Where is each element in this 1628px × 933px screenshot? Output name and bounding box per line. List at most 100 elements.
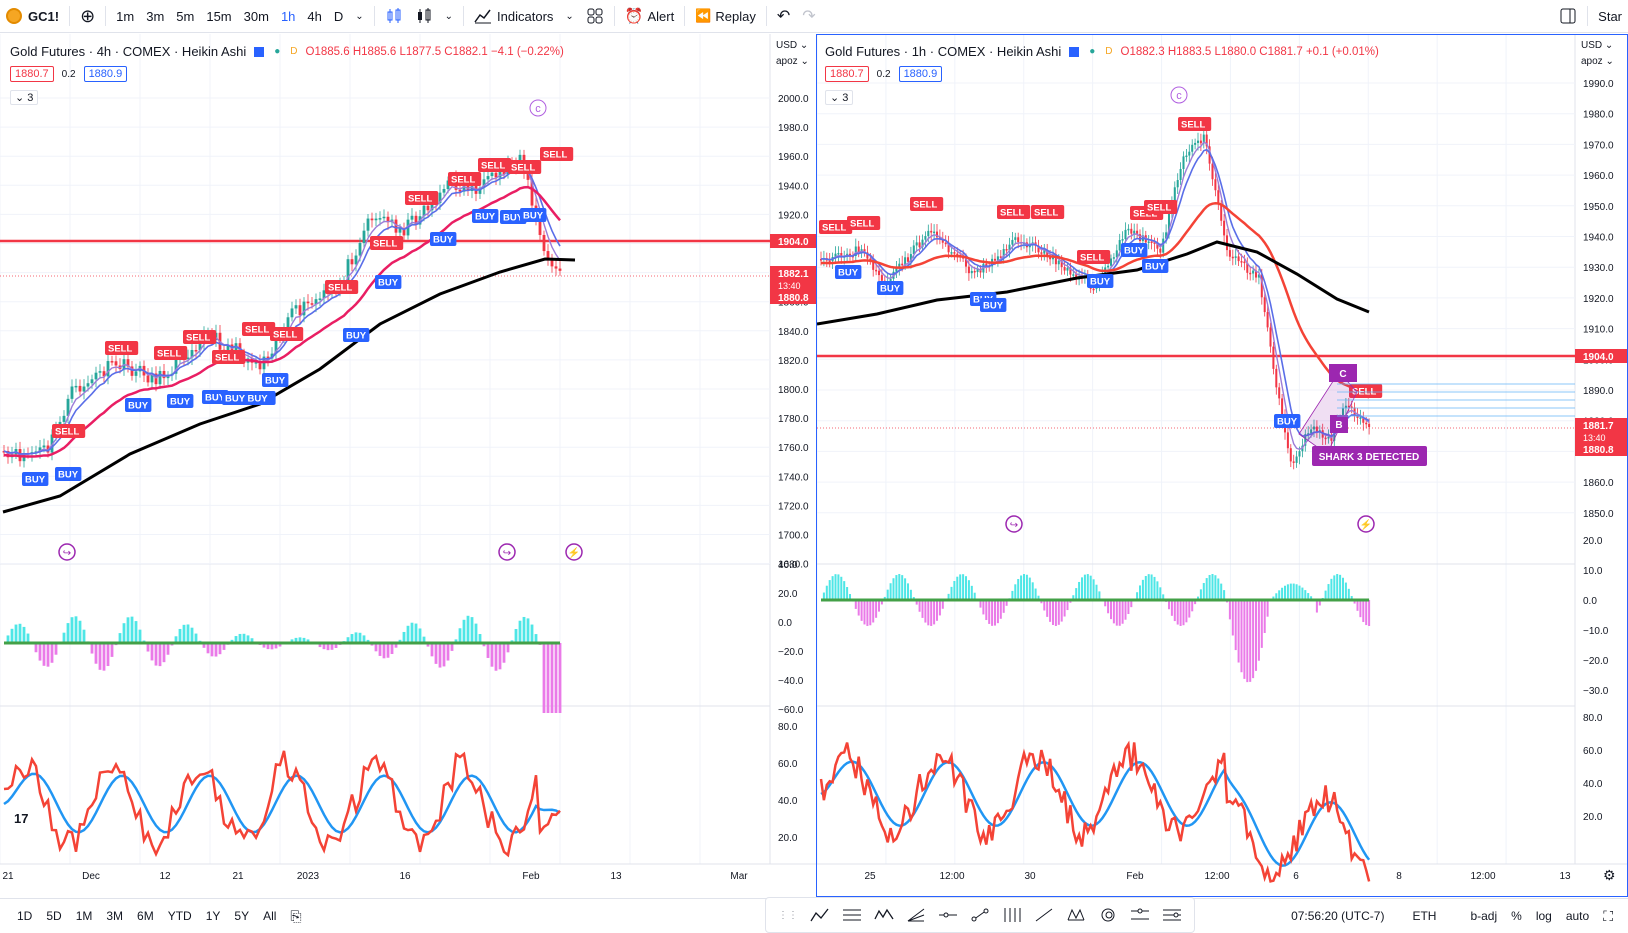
- xabcd-pattern-icon[interactable]: [1063, 902, 1089, 928]
- range-3m[interactable]: 3M: [106, 909, 124, 923]
- right-spread: 0.2: [876, 68, 891, 80]
- oscillator-tick-label: −10.0: [1583, 626, 1609, 637]
- alert-button[interactable]: ⏰ Alert: [619, 0, 680, 33]
- regression-icon[interactable]: [1159, 902, 1185, 928]
- session-toggle[interactable]: ETH: [1412, 909, 1437, 923]
- right-ask[interactable]: 1880.9: [898, 66, 943, 82]
- log-toggle[interactable]: log: [1535, 909, 1552, 923]
- candle-type-icon[interactable]: [379, 0, 409, 33]
- horizontal-lines-icon[interactable]: [839, 902, 865, 928]
- layout-panels-icon[interactable]: [1553, 0, 1583, 33]
- candle-body: [1292, 461, 1295, 463]
- chart-type-chevron-icon[interactable]: ⌄: [444, 10, 454, 22]
- buy-signal-tag: [222, 391, 276, 405]
- layouts-grid-icon[interactable]: [580, 0, 610, 33]
- oscillator-tick-label: −60.0: [778, 705, 804, 716]
- right-chart-canvas[interactable]: USD ⌄ apoz ⌄ 1990.0 1980.0 1970.0 1960.0 1950.…: [817, 34, 1628, 898]
- left-bid[interactable]: 1880.7: [10, 66, 54, 82]
- interval-1h[interactable]: 1h: [280, 8, 296, 24]
- interval-30m[interactable]: 30m: [243, 8, 269, 24]
- long-term-ma-line: [2, 257, 576, 514]
- candle-body: [1118, 240, 1121, 251]
- indicators-button[interactable]: Indicators: [468, 0, 559, 33]
- range-1y[interactable]: 1Y: [205, 909, 221, 923]
- drag-handle-icon[interactable]: ⋮⋮: [778, 909, 798, 921]
- fib-channel-icon[interactable]: [999, 902, 1025, 928]
- right-indicator-collapse-button[interactable]: ⌄ 3: [825, 90, 854, 105]
- price-tick-label: 1940.0: [1583, 233, 1614, 244]
- parallel-channel-icon[interactable]: [1127, 902, 1153, 928]
- candle-body: [927, 230, 930, 237]
- candle-body: [1208, 146, 1211, 164]
- candle-body: [490, 172, 494, 177]
- candle-body: [1214, 179, 1217, 191]
- candle-body: [550, 259, 554, 267]
- candle-body: [1165, 232, 1168, 239]
- percent-toggle[interactable]: %: [1511, 909, 1522, 923]
- badj-toggle[interactable]: b-adj: [1470, 909, 1498, 923]
- interval-4h[interactable]: 4h: [307, 8, 322, 24]
- candle-body: [302, 301, 306, 316]
- range-ytd[interactable]: YTD: [167, 909, 192, 923]
- forecast-icon[interactable]: [903, 902, 929, 928]
- interval-d[interactable]: D: [333, 8, 344, 24]
- add-symbol-button[interactable]: ⊕: [80, 5, 96, 26]
- range-5d[interactable]: 5D: [46, 909, 62, 923]
- undo-icon[interactable]: ↶: [776, 8, 791, 25]
- range-all[interactable]: All: [263, 909, 277, 923]
- left-chart-pane[interactable]: USD ⌄ apoz ⌄ 2000.0 1980.0 1960.0 1940.0 1920.…: [0, 34, 816, 898]
- left-flag-icon[interactable]: [254, 46, 265, 57]
- interval-dropdown-chevron-icon[interactable]: ⌄: [355, 10, 364, 22]
- left-chart-canvas[interactable]: USD ⌄ apoz ⌄ 2000.0 1980.0 1960.0 1940.0 1920.…: [0, 34, 816, 898]
- maximize-icon[interactable]: ⛶: [1603, 907, 1613, 924]
- buy-signal-tag: [375, 275, 402, 289]
- candle-body: [1066, 267, 1069, 271]
- buy-signal-tag-text: BUY: [1090, 277, 1111, 288]
- heikin-ashi-icon[interactable]: [409, 0, 439, 33]
- fib-spiral-icon[interactable]: [1095, 902, 1121, 928]
- candle-body: [294, 305, 298, 309]
- range-1d[interactable]: 1D: [17, 909, 33, 923]
- trend-line-icon[interactable]: [967, 902, 993, 928]
- interval-1m[interactable]: 1m: [116, 8, 135, 24]
- range-5y[interactable]: 5Y: [234, 909, 250, 923]
- clock-time[interactable]: 07:56:20 (UTC-7): [1291, 909, 1385, 923]
- buy-signal-tag: [877, 281, 904, 295]
- right-flag-icon[interactable]: [1069, 46, 1080, 57]
- candle-body: [542, 234, 546, 252]
- left-indicator-collapse-button[interactable]: ⌄ 3: [10, 90, 39, 105]
- polyline-icon[interactable]: [807, 902, 833, 928]
- pattern-point-c-label: C: [1339, 369, 1346, 380]
- pattern-icon[interactable]: [871, 902, 897, 928]
- rsi-tick-label: 60.0: [778, 759, 798, 770]
- range-6m[interactable]: 6M: [137, 909, 154, 923]
- right-status-dots-icon: ●: [1089, 46, 1096, 57]
- auto-toggle[interactable]: auto: [1565, 909, 1590, 923]
- sell-signal-tag: [478, 158, 512, 172]
- goto-date-icon[interactable]: ⎘: [290, 907, 302, 924]
- ray-icon[interactable]: [1031, 902, 1057, 928]
- shark-pattern-label: SHARK 3 DETECTED: [1319, 452, 1420, 463]
- interval-15m[interactable]: 15m: [206, 8, 232, 24]
- flash-event-icon-glyph: ⚡: [568, 546, 580, 559]
- range-1m[interactable]: 1M: [75, 909, 93, 923]
- candle-body: [6, 451, 10, 458]
- left-ask[interactable]: 1880.9: [83, 66, 128, 82]
- symbol-button[interactable]: GC1!: [0, 0, 65, 33]
- candle-body: [906, 257, 910, 262]
- buy-signal-tag-text: BUY: [880, 284, 901, 295]
- interval-3m[interactable]: 3m: [146, 8, 165, 24]
- horizontal-ray-icon[interactable]: [935, 902, 961, 928]
- indicators-chevron-icon[interactable]: ⌄: [565, 10, 574, 22]
- right-chart-pane[interactable]: USD ⌄ apoz ⌄ 1990.0 1980.0 1970.0 1960.0 1950.…: [817, 34, 1628, 898]
- time-tick-label: 21: [2, 871, 14, 882]
- replay-button[interactable]: ⏪ Replay: [689, 0, 762, 33]
- sell-signal-tag: [448, 172, 482, 186]
- rsi-tick-label: 20.0: [1583, 812, 1603, 823]
- redo-icon[interactable]: ↷: [802, 8, 816, 25]
- fast-ma-line: [3, 162, 561, 456]
- start-button[interactable]: Star: [1598, 8, 1622, 24]
- right-bid[interactable]: 1880.7: [825, 66, 869, 82]
- interval-5m[interactable]: 5m: [176, 8, 195, 24]
- buy-signal-tag-text: BUY: [983, 301, 1004, 312]
